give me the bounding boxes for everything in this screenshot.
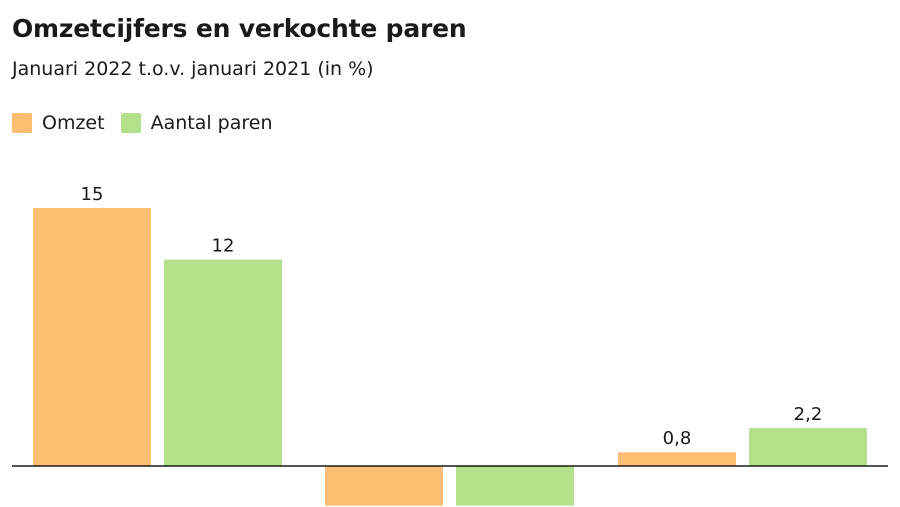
bar-aantal-paren-1 (164, 259, 282, 466)
legend-item-aantal-paren: Aantal paren (120, 112, 273, 134)
chart-subtitle: Januari 2022 t.o.v. januari 2021 (in %) (12, 58, 374, 80)
data-label-omzet-1: 15 (81, 184, 104, 205)
legend-label-omzet: Omzet (42, 112, 105, 134)
bar-omzet-2 (325, 466, 443, 506)
legend-label-aantal-paren: Aantal paren (150, 112, 273, 134)
legend-swatch-aantal-paren (120, 113, 141, 133)
bar-aantal-paren-3 (749, 428, 867, 466)
legend-swatch-omzet (12, 113, 32, 133)
chart-title: Omzetcijfers en verkochte paren (12, 14, 467, 43)
legend: Omzet Aantal paren (12, 112, 273, 134)
legend-item-omzet: Omzet (12, 112, 105, 134)
bar-aantal-paren-2 (456, 466, 574, 506)
data-label-aantal-paren-1: 12 (212, 236, 235, 257)
bar-omzet-1 (33, 208, 151, 466)
data-label-aantal-paren-3: 2,2 (794, 404, 823, 425)
bar-omzet-3 (618, 452, 736, 466)
data-label-omzet-3: 0,8 (663, 428, 692, 449)
